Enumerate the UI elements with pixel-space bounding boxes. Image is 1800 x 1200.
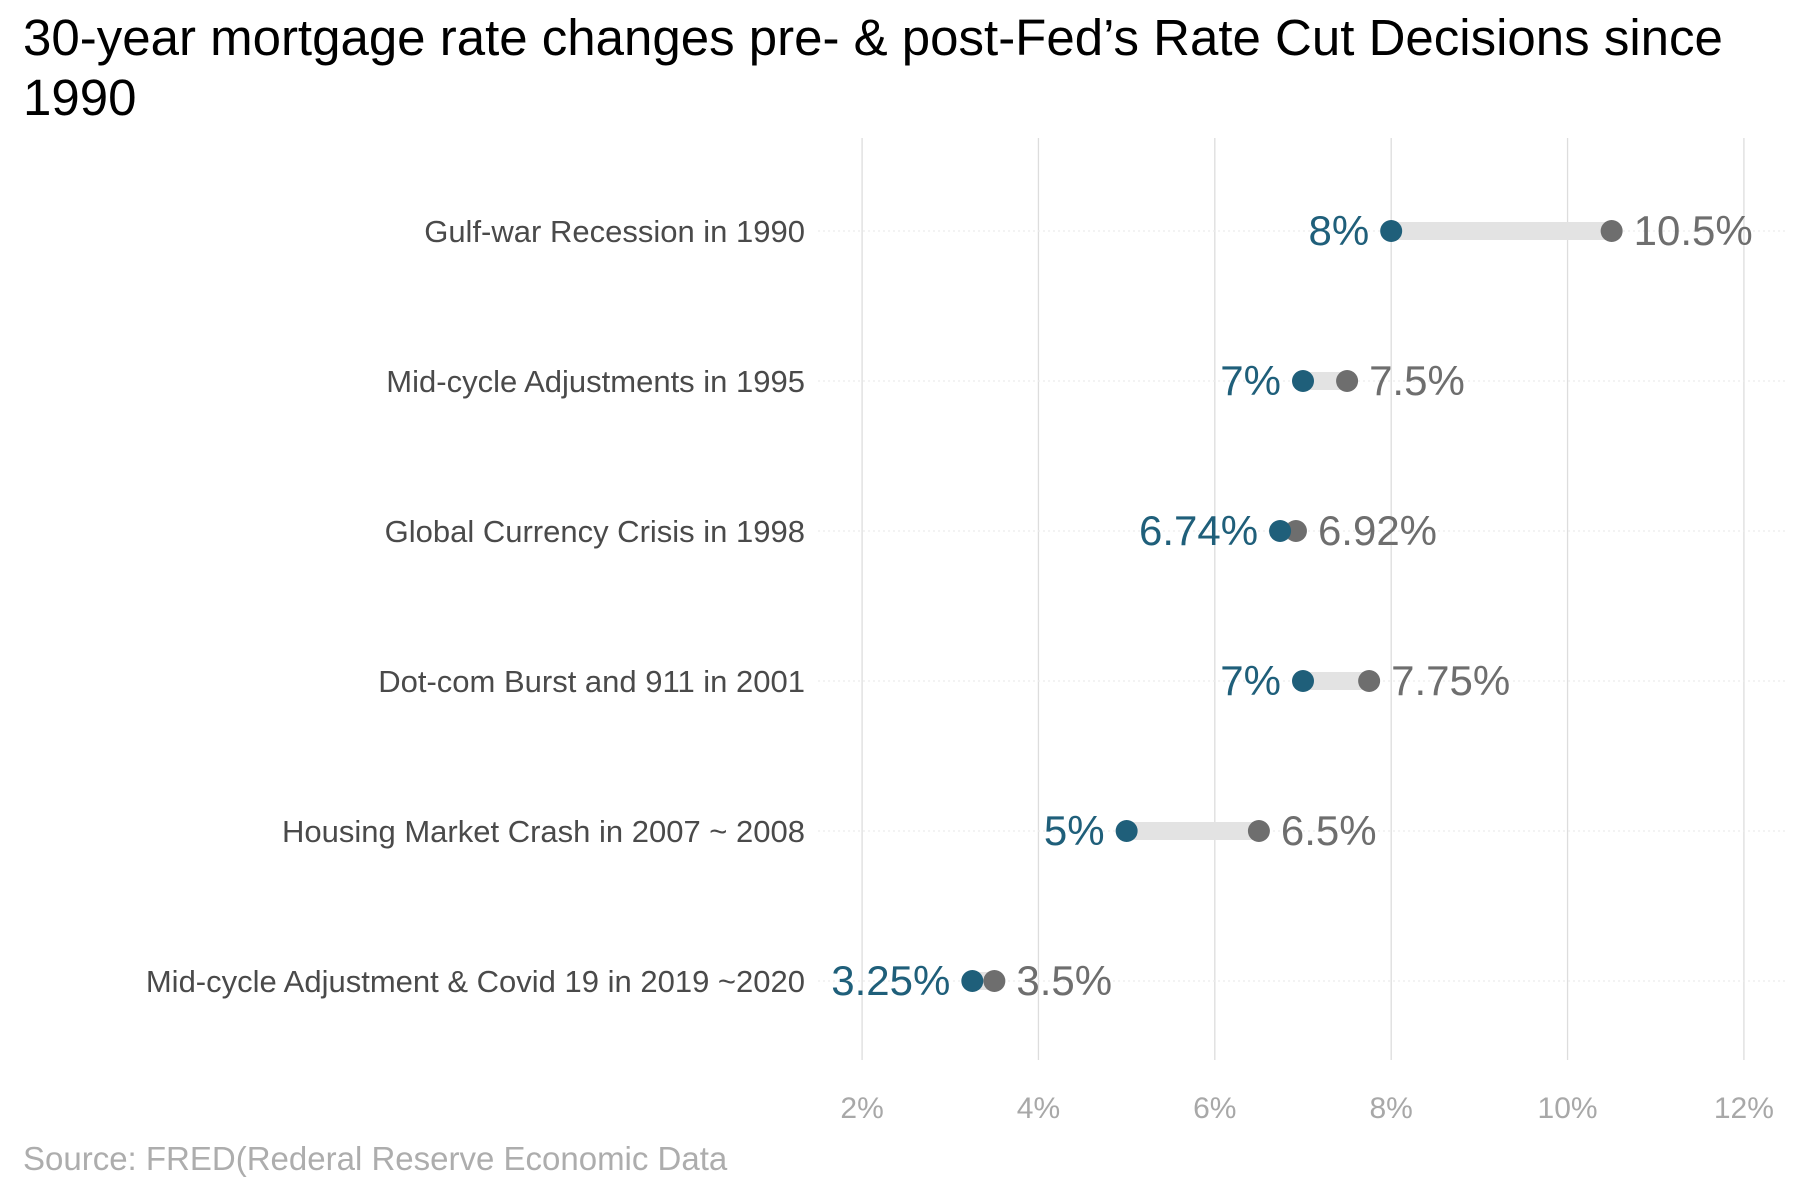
x-tick-label: 8% [1370, 1092, 1413, 1125]
category-label: Mid-cycle Adjustment & Covid 19 in 2019 … [146, 964, 805, 999]
x-tick-label: 6% [1193, 1092, 1236, 1125]
low-point [1380, 220, 1403, 242]
source-caption: Source: FRED(Rederal Reserve Economic Da… [23, 1140, 728, 1177]
high-value-label: 10.5% [1634, 207, 1753, 254]
high-value-label: 6.5% [1281, 807, 1377, 854]
x-tick-label: 4% [1017, 1092, 1060, 1125]
low-value-label: 5% [1044, 807, 1105, 854]
x-tick-label: 10% [1538, 1092, 1598, 1125]
category-label: Dot-com Burst and 911 in 2001 [378, 664, 805, 699]
high-point [1600, 220, 1623, 242]
high-point [1358, 670, 1381, 692]
category-label: Mid-cycle Adjustments in 1995 [386, 364, 805, 399]
low-point [1292, 370, 1314, 392]
high-value-label: 7.75% [1391, 657, 1510, 704]
high-point [983, 970, 1006, 992]
high-point [1336, 370, 1359, 392]
low-point [1269, 520, 1292, 542]
low-point [1292, 670, 1314, 692]
low-value-label: 6.74% [1139, 507, 1258, 554]
low-value-label: 3.25% [831, 957, 950, 1004]
high-value-label: 3.5% [1016, 957, 1112, 1004]
high-value-label: 7.5% [1369, 357, 1465, 404]
high-point [1247, 820, 1270, 842]
low-point [961, 970, 984, 992]
category-label: Global Currency Crisis in 1998 [385, 514, 805, 549]
x-tick-label: 12% [1714, 1092, 1774, 1125]
low-value-label: 7% [1220, 657, 1281, 704]
x-tick-label: 2% [840, 1092, 883, 1125]
low-value-label: 7% [1220, 357, 1281, 404]
low-point [1115, 820, 1138, 842]
category-label: Gulf-war Recession in 1990 [424, 214, 805, 249]
category-label: Housing Market Crash in 2007 ~ 2008 [282, 814, 805, 849]
low-value-label: 8% [1308, 207, 1369, 254]
high-value-label: 6.92% [1318, 507, 1437, 554]
high-point [1284, 520, 1307, 542]
chart-title: 30-year mortgage rate changes pre- & pos… [23, 9, 1723, 126]
